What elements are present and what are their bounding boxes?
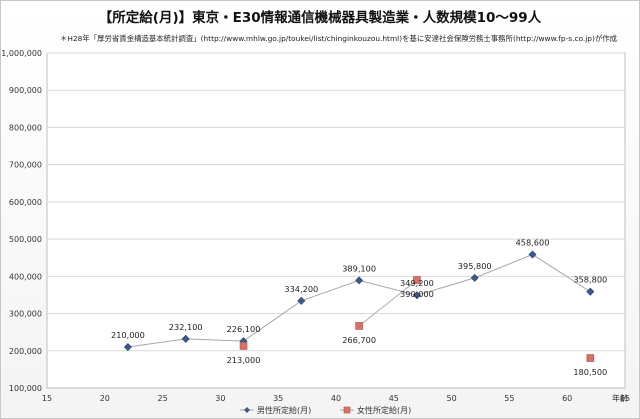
y-tick-label: 300,000 bbox=[9, 310, 42, 319]
female-point-marker bbox=[413, 276, 421, 284]
y-tick-label: 200,000 bbox=[9, 347, 42, 356]
male-data-label: 458,600 bbox=[516, 238, 550, 248]
data-labels: 210,000 232,100 226,100 334,200 389,100 349,2… bbox=[111, 238, 607, 378]
male-point-marker bbox=[412, 291, 421, 300]
x-tick-label: 20 bbox=[100, 394, 110, 403]
legend-female-label: 女性所定給(月) bbox=[357, 405, 411, 415]
male-data-label: 358,800 bbox=[573, 275, 607, 285]
y-tick-label: 400,000 bbox=[9, 272, 42, 281]
male-point-marker bbox=[586, 287, 595, 296]
y-tick-label: 600,000 bbox=[9, 198, 42, 207]
female-series-line bbox=[358, 279, 418, 327]
male-data-label: 226,100 bbox=[227, 324, 261, 334]
male-data-label: 334,200 bbox=[284, 284, 318, 294]
x-tick-label: 35 bbox=[273, 394, 283, 403]
male-point-marker bbox=[123, 343, 132, 352]
legend-female-marker bbox=[343, 406, 351, 414]
plot-area bbox=[46, 52, 626, 389]
x-tick-label: 25 bbox=[158, 394, 168, 403]
male-data-label: 349,200 bbox=[400, 278, 434, 288]
y-tick-label: 1,000,000 bbox=[1, 49, 42, 58]
male-point-marker bbox=[181, 334, 190, 343]
male-data-label: 395,800 bbox=[458, 261, 492, 271]
female-data-label: 213,000 bbox=[227, 355, 261, 365]
x-tick-label: 40 bbox=[331, 394, 341, 403]
x-tick-label: 55 bbox=[504, 394, 514, 403]
y-tick-label: 900,000 bbox=[9, 86, 42, 95]
female-data-label: 266,700 bbox=[342, 335, 376, 345]
legend-male-label: 男性所定給(月) bbox=[257, 405, 311, 415]
x-tick-label: 60 bbox=[562, 394, 572, 403]
male-point-marker bbox=[470, 273, 479, 282]
male-point-marker bbox=[297, 296, 306, 305]
y-tick-label: 500,000 bbox=[9, 235, 42, 244]
x-axis-ticks: 15 20 25 30 35 40 45 50 55 60 65 bbox=[42, 394, 630, 403]
male-point-marker bbox=[355, 276, 364, 285]
y-tick-label: 800,000 bbox=[9, 123, 42, 132]
female-point-marker bbox=[586, 354, 595, 362]
x-tick-label: 15 bbox=[42, 394, 52, 403]
female-point-marker bbox=[239, 342, 248, 350]
female-point-marker bbox=[355, 322, 363, 330]
legend: 男性所定給(月) 女性所定給(月) bbox=[240, 405, 411, 415]
gridlines bbox=[47, 52, 625, 352]
y-tick-label: 100,000 bbox=[9, 384, 42, 393]
male-data-label: 389,100 bbox=[342, 263, 376, 273]
male-data-label: 232,100 bbox=[169, 322, 203, 332]
x-tick-label: 65 bbox=[620, 394, 630, 403]
y-tick-label: 700,000 bbox=[9, 161, 42, 170]
y-axis-ticks: 100,000 200,000 300,000 400,000 500,000 600,0… bbox=[1, 49, 42, 393]
male-data-label: 210,000 bbox=[111, 330, 145, 340]
female-data-label: 180,500 bbox=[573, 367, 607, 377]
x-tick-label: 45 bbox=[389, 394, 399, 403]
x-tick-label: 50 bbox=[447, 394, 457, 403]
source-note: ＊H28年「厚労省賃金構造基本統計調査」(http://www.mhlw.go.… bbox=[60, 34, 618, 43]
legend-male-marker bbox=[244, 407, 250, 413]
series-markers bbox=[123, 250, 595, 362]
female-data-label: 390,000 bbox=[400, 289, 434, 299]
x-axis-label: 年齢 bbox=[612, 393, 628, 403]
chart-title: 【所定給(月)】東京・E30情報通信機械器具製造業・人数規模10～99人 bbox=[98, 10, 542, 26]
x-tick-label: 30 bbox=[215, 394, 225, 403]
male-point-marker bbox=[528, 250, 537, 259]
